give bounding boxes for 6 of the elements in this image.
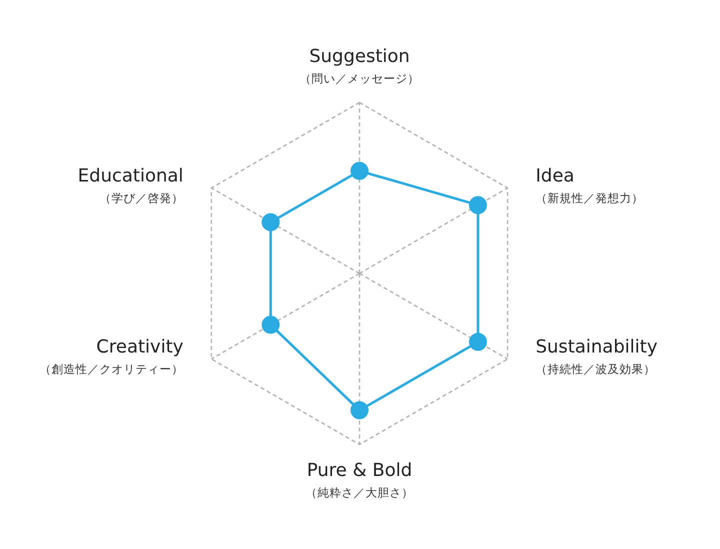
spoke-label: Sustainability （持続性／波及効果）	[536, 336, 658, 376]
spoke-label: Suggestion （問い／メッセージ）	[300, 46, 420, 86]
spoke-label: Creativity （創造性／クオリティー）	[39, 336, 184, 376]
spoke-label: Educational （学び／啓発）	[78, 166, 184, 205]
spoke-label: Idea （新規性／発想力）	[536, 166, 644, 205]
spoke-label: Pure & Bold （純粋さ／大胆さ）	[306, 460, 414, 500]
